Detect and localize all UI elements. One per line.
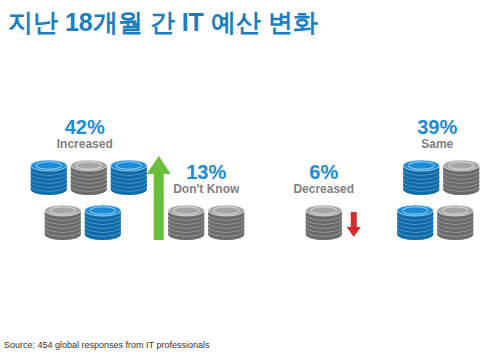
svg-text:Increased: Increased xyxy=(57,137,113,151)
html-text:지난 18개월 간 IT 예산 변화: 지난 18개월 간 IT 예산 변화 xyxy=(8,8,318,36)
svg-text:Decreased: Decreased xyxy=(293,182,354,196)
svg-text:6%: 6% xyxy=(309,161,338,183)
svg-text:Don't Know: Don't Know xyxy=(173,182,240,196)
svg-text:39%: 39% xyxy=(417,116,457,138)
svg-text:42%: 42% xyxy=(65,116,105,138)
svg-text:13%: 13% xyxy=(186,161,226,183)
svg-text:Same: Same xyxy=(421,137,453,151)
html-text:Source: 454 global responses f: Source: 454 global responses from IT pro… xyxy=(4,340,210,350)
